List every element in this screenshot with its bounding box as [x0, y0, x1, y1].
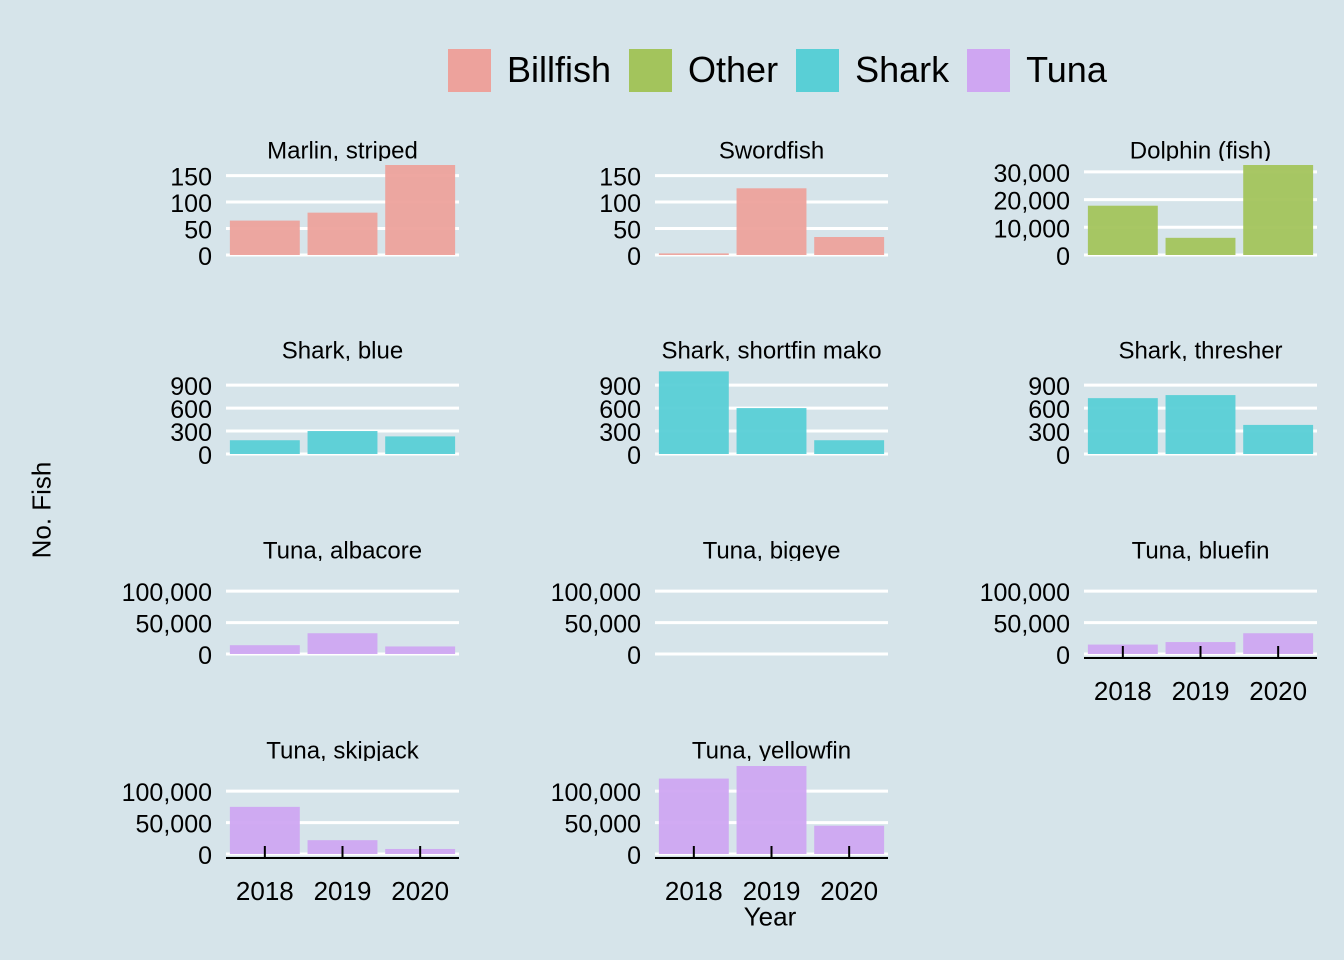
legend-item-other: Other — [629, 48, 779, 92]
y-tick-label-tuna-skipjack-1: 50,000 — [136, 811, 212, 839]
y-tick-label-tuna-bluefin-1: 50,000 — [994, 611, 1070, 639]
x-tick-label-tuna-yellowfin-2018: 2018 — [665, 876, 723, 906]
bar-dolphin-fish-2020 — [1243, 165, 1314, 255]
y-tick-label-swordfish-2: 100 — [599, 190, 641, 218]
y-tick-label-shark-thresher-1: 300 — [1028, 419, 1070, 447]
legend-label-other: Other — [688, 49, 779, 90]
facet-title-tuna-skipjack: Tuna, skipjack — [266, 738, 420, 765]
legend-label-tuna: Tuna — [1026, 49, 1107, 90]
y-tick-label-tuna-skipjack-0: 0 — [198, 842, 212, 870]
facet-title-shark-thresher: Shark, thresher — [1118, 338, 1282, 365]
bar-shark-blue-2019 — [307, 431, 378, 454]
x-tick-label-tuna-yellowfin-2020: 2020 — [820, 876, 878, 906]
y-tick-label-dolphin-fish-2: 20,000 — [994, 188, 1070, 216]
x-tick-label-tuna-bluefin-2019: 2019 — [1172, 676, 1230, 706]
y-tick-label-tuna-bluefin-2: 100,000 — [980, 579, 1070, 607]
y-tick-label-shark-shortfin-mako-3: 900 — [599, 373, 641, 401]
bar-swordfish-2020 — [814, 237, 885, 255]
bar-shark-thresher-2019 — [1165, 395, 1236, 454]
y-tick-label-tuna-albacore-0: 0 — [198, 642, 212, 670]
y-tick-label-shark-blue-2: 600 — [170, 396, 212, 424]
y-tick-label-shark-blue-1: 300 — [170, 419, 212, 447]
y-tick-label-tuna-bigeye-1: 50,000 — [565, 611, 641, 639]
y-tick-label-marlin-striped-1: 50 — [184, 217, 212, 245]
legend-swatch-other — [629, 48, 673, 92]
x-tick-label-tuna-skipjack-2019: 2019 — [314, 876, 372, 906]
y-tick-label-tuna-skipjack-2: 100,000 — [122, 779, 212, 807]
facet-title-tuna-bluefin: Tuna, bluefin — [1132, 538, 1270, 565]
y-tick-label-marlin-striped-0: 0 — [198, 243, 212, 271]
x-tick-label-tuna-yellowfin-2019: 2019 — [743, 876, 801, 906]
legend-swatch-billfish — [448, 48, 491, 92]
y-tick-label-tuna-bluefin-0: 0 — [1056, 642, 1070, 670]
legend-item-tuna: Tuna — [967, 48, 1107, 92]
legend-swatch-shark — [796, 48, 840, 92]
x-tick-label-tuna-skipjack-2018: 2018 — [236, 876, 294, 906]
legend-swatch-tuna — [967, 48, 1011, 92]
bar-tuna-albacore-2019 — [307, 633, 378, 654]
bar-tuna-yellowfin-2019 — [736, 766, 807, 854]
x-tick-label-tuna-skipjack-2020: 2020 — [391, 876, 449, 906]
y-tick-label-tuna-yellowfin-1: 50,000 — [565, 811, 641, 839]
bar-shark-shortfin-mako-2019 — [736, 408, 807, 454]
y-tick-label-tuna-yellowfin-0: 0 — [627, 842, 641, 870]
y-tick-label-marlin-striped-2: 100 — [170, 190, 212, 218]
legend-label-shark: Shark — [855, 49, 950, 90]
y-tick-label-shark-thresher-0: 0 — [1056, 442, 1070, 470]
bar-swordfish-2018 — [658, 253, 729, 255]
y-tick-label-swordfish-0: 0 — [627, 243, 641, 271]
bar-shark-thresher-2020 — [1243, 424, 1314, 454]
x-axis-title: Year — [743, 901, 797, 932]
legend-item-shark: Shark — [796, 48, 950, 92]
bar-tuna-yellowfin-2018 — [658, 778, 729, 854]
legend-item-billfish: Billfish — [448, 48, 612, 92]
y-tick-label-tuna-albacore-2: 100,000 — [122, 579, 212, 607]
legend: Billfish Other Shark Tuna — [448, 48, 1125, 92]
x-tick-label-tuna-bluefin-2020: 2020 — [1249, 676, 1307, 706]
facet-title-shark-blue: Shark, blue — [282, 338, 403, 365]
y-tick-label-dolphin-fish-0: 0 — [1056, 243, 1070, 271]
y-tick-label-shark-shortfin-mako-0: 0 — [627, 442, 641, 470]
y-tick-label-dolphin-fish-1: 10,000 — [994, 215, 1070, 243]
y-tick-label-dolphin-fish-3: 30,000 — [994, 160, 1070, 188]
y-tick-label-tuna-yellowfin-2: 100,000 — [551, 779, 641, 807]
bar-shark-blue-2018 — [229, 440, 300, 454]
y-tick-label-shark-blue-0: 0 — [198, 442, 212, 470]
bar-dolphin-fish-2018 — [1087, 205, 1158, 255]
bar-shark-shortfin-mako-2018 — [658, 371, 729, 454]
legend-label-billfish: Billfish — [507, 49, 612, 90]
y-tick-label-tuna-bigeye-0: 0 — [627, 642, 641, 670]
facet-title-tuna-albacore: Tuna, albacore — [263, 538, 422, 565]
y-tick-label-shark-shortfin-mako-1: 300 — [599, 419, 641, 447]
bar-marlin-striped-2018 — [229, 220, 300, 255]
y-tick-label-swordfish-3: 150 — [599, 164, 641, 192]
facet-title-marlin-striped: Marlin, striped — [267, 138, 418, 165]
bar-tuna-bluefin-2020 — [1243, 633, 1314, 654]
facet-title-tuna-bigeye: Tuna, bigeye — [703, 538, 841, 565]
y-tick-label-shark-thresher-3: 900 — [1028, 373, 1070, 401]
facet-title-dolphin-fish: Dolphin (fish) — [1130, 138, 1271, 165]
bar-swordfish-2019 — [736, 188, 807, 255]
bar-shark-shortfin-mako-2020 — [814, 440, 885, 454]
y-tick-label-shark-thresher-2: 600 — [1028, 396, 1070, 424]
y-tick-label-marlin-striped-3: 150 — [170, 164, 212, 192]
bar-tuna-albacore-2018 — [229, 645, 300, 654]
bar-marlin-striped-2019 — [307, 212, 378, 255]
facet-title-shark-shortfin-mako: Shark, shortfin mako — [661, 338, 881, 365]
y-tick-label-tuna-bigeye-2: 100,000 — [551, 579, 641, 607]
y-tick-label-swordfish-1: 50 — [613, 217, 641, 245]
x-tick-label-tuna-bluefin-2018: 2018 — [1094, 676, 1152, 706]
y-tick-label-shark-blue-3: 900 — [170, 373, 212, 401]
bar-marlin-striped-2020 — [385, 165, 456, 255]
bar-tuna-albacore-2020 — [385, 646, 456, 654]
bar-shark-blue-2020 — [385, 436, 456, 454]
facet-title-tuna-yellowfin: Tuna, yellowfin — [692, 738, 851, 765]
facet-title-swordfish: Swordfish — [719, 138, 824, 165]
bar-shark-thresher-2018 — [1087, 398, 1158, 454]
bar-dolphin-fish-2019 — [1165, 237, 1236, 255]
y-tick-label-shark-shortfin-mako-2: 600 — [599, 396, 641, 424]
y-tick-label-tuna-albacore-1: 50,000 — [136, 611, 212, 639]
